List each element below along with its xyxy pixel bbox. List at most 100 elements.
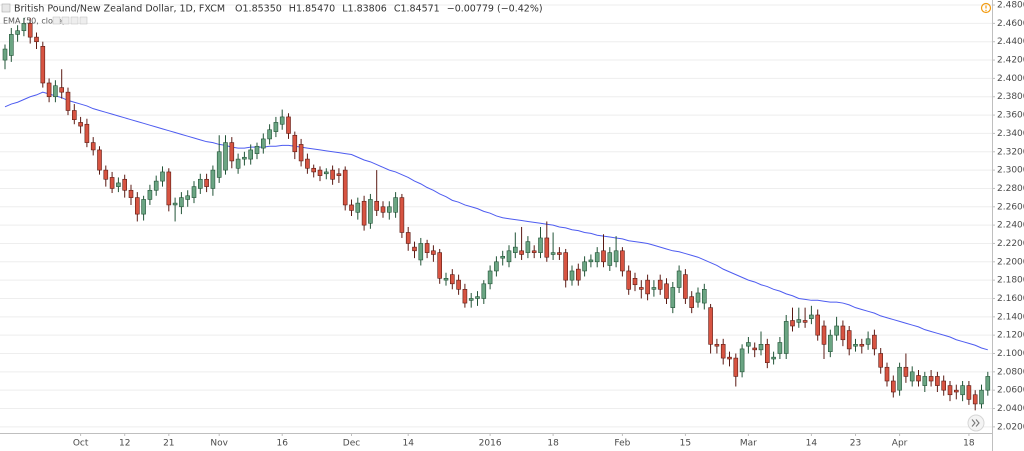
ohlc-readout: O1.85350: [235, 4, 282, 15]
x-tick-label: 16: [276, 439, 288, 449]
candle-body: [890, 380, 896, 393]
candle-body: [336, 173, 342, 176]
candle-body: [519, 250, 524, 255]
candle-body: [443, 278, 449, 281]
y-tick-label: 2.32000: [997, 147, 1024, 157]
candle-body: [424, 243, 430, 253]
candle-body: [267, 129, 272, 140]
x-tick-label: 14: [402, 439, 414, 449]
candle-body: [34, 36, 39, 43]
candle-body: [909, 371, 915, 382]
candle-body: [166, 171, 172, 206]
indicator-label: EMA (50, close): [3, 17, 65, 26]
candle-body: [147, 189, 153, 200]
candle-body: [859, 344, 865, 347]
alert-circle[interactable]: [980, 2, 992, 14]
candle-body: [506, 250, 512, 263]
candle-body: [746, 342, 751, 347]
candle-body: [638, 287, 644, 290]
candle-body: [815, 314, 821, 336]
candle-body: [525, 241, 531, 253]
x-tick-label: 15: [680, 439, 691, 449]
candle-body: [122, 178, 127, 191]
candle-body: [78, 122, 83, 127]
candle-body: [941, 380, 947, 391]
candle-body: [399, 197, 405, 233]
candle-body: [783, 321, 789, 354]
candle-body: [210, 169, 216, 189]
candle-body: [878, 353, 884, 368]
y-tick-label: 2.46000: [997, 19, 1024, 29]
candle-body: [947, 385, 953, 396]
candle-body: [626, 270, 632, 290]
candle-body: [368, 199, 373, 224]
candle-body: [292, 134, 298, 153]
x-tick-label: 2016: [479, 439, 502, 449]
candle-body: [494, 261, 499, 272]
y-tick-label: 2.10000: [997, 349, 1024, 359]
candle-body: [481, 283, 487, 299]
y-tick-label: 2.06000: [997, 386, 1024, 396]
candle-body: [960, 385, 965, 396]
candle-body: [349, 204, 354, 211]
candle-body: [903, 366, 909, 377]
indicator-button[interactable]: [70, 16, 79, 25]
candle-body: [764, 344, 770, 363]
candle-body: [821, 325, 827, 345]
candle-body: [462, 289, 468, 304]
candle-body: [355, 202, 361, 213]
candle-body: [733, 357, 739, 377]
indicator-button[interactable]: [79, 16, 88, 25]
candle-body: [305, 158, 310, 169]
scroll-button[interactable]: [967, 414, 985, 432]
x-tick-label: 21: [163, 439, 174, 449]
candle-body: [405, 232, 411, 244]
candle-body: [273, 122, 279, 132]
candle-body: [853, 344, 858, 347]
candle-body: [235, 158, 241, 169]
y-tick-label: 2.26000: [997, 202, 1024, 212]
alert-icon[interactable]: [980, 2, 992, 14]
candle-body: [393, 197, 398, 213]
candle-body: [620, 250, 625, 272]
indicator-button[interactable]: [61, 16, 70, 25]
candle-body: [153, 180, 159, 191]
candle-body: [557, 252, 562, 255]
scroll-button-bg[interactable]: [967, 414, 985, 432]
y-tick-label: 2.38000: [997, 92, 1024, 102]
candle-body: [84, 123, 90, 143]
axes: 2.02000 2.04000 2.06000 2.08000 2.10000 2.120…: [73, 1, 1024, 449]
candle-body: [928, 376, 934, 382]
candle-body: [512, 246, 518, 253]
candle-body: [739, 348, 745, 373]
candle-body: [109, 177, 115, 189]
candle-body: [229, 142, 235, 162]
x-tick-label: 18: [963, 439, 975, 449]
candle-body: [97, 149, 102, 171]
candle-body: [254, 145, 260, 154]
candle-body: [412, 246, 417, 252]
candle-body: [431, 250, 436, 255]
candle-body: [323, 171, 329, 175]
candle-body: [500, 255, 506, 259]
candle-body: [380, 206, 386, 213]
candle-body: [72, 110, 77, 120]
ohlc-readout: H1.85470: [289, 4, 335, 15]
candle-body: [342, 169, 348, 206]
header: British Pound/New Zealand Dollar, 1D, FX…: [1, 4, 543, 26]
indicator-buttons: [52, 16, 88, 25]
ohlc-readout: C1.84571: [394, 4, 440, 15]
y-tick-label: 2.36000: [997, 111, 1024, 121]
candle-body: [985, 376, 991, 391]
candle-body: [544, 237, 550, 258]
candle-body: [796, 319, 802, 323]
candle-body: [809, 314, 814, 319]
indicator-button[interactable]: [52, 16, 61, 25]
candle-body: [922, 376, 928, 386]
candle-body: [727, 356, 732, 360]
candle-body: [701, 289, 707, 304]
candle-body: [563, 252, 569, 281]
y-tick-label: 2.28000: [997, 184, 1024, 194]
candle-body: [46, 82, 52, 98]
